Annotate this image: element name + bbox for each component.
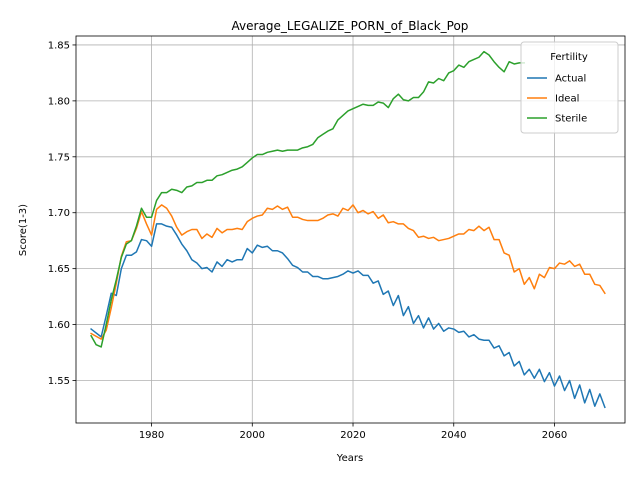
series-line-actual — [90, 223, 606, 409]
y-tick-label: 1.55 — [48, 376, 70, 387]
y-axis-label: Score(1-3) — [18, 204, 29, 256]
y-tick-label: 1.70 — [48, 208, 70, 219]
x-axis-label: Years — [336, 453, 363, 464]
legend-label-ideal: Ideal — [555, 94, 579, 105]
x-tick-label: 2020 — [340, 430, 365, 441]
legend-title: Fertility — [550, 52, 588, 63]
legend: Fertility Actual Ideal Sterile — [520, 41, 619, 134]
series-line-ideal — [90, 204, 606, 340]
legend-box — [520, 41, 619, 134]
y-axis: 1.55 1.60 1.65 1.70 1.75 1.80 1.85 — [48, 40, 76, 387]
y-tick-label: 1.65 — [48, 264, 70, 275]
series-layer — [90, 50, 606, 409]
y-tick-label: 1.85 — [48, 40, 70, 51]
x-tick-label: 2000 — [240, 430, 265, 441]
y-tick-label: 1.80 — [48, 96, 70, 107]
x-tick-label: 2040 — [441, 430, 466, 441]
chart-title: Average_LEGALIZE_PORN_of_Black_Pop — [232, 19, 469, 33]
x-axis: 1980 2000 2020 2040 2060 — [139, 423, 567, 441]
series-line-sterile — [90, 50, 526, 348]
x-tick-label: 2060 — [542, 430, 567, 441]
legend-label-sterile: Sterile — [555, 114, 587, 125]
plot-area-frame — [75, 35, 626, 424]
x-tick-label: 1980 — [139, 430, 164, 441]
legend-label-actual: Actual — [555, 74, 586, 85]
y-tick-label: 1.60 — [48, 320, 70, 331]
y-tick-label: 1.75 — [48, 152, 70, 163]
legend-items: Actual Ideal Sterile — [527, 74, 587, 125]
